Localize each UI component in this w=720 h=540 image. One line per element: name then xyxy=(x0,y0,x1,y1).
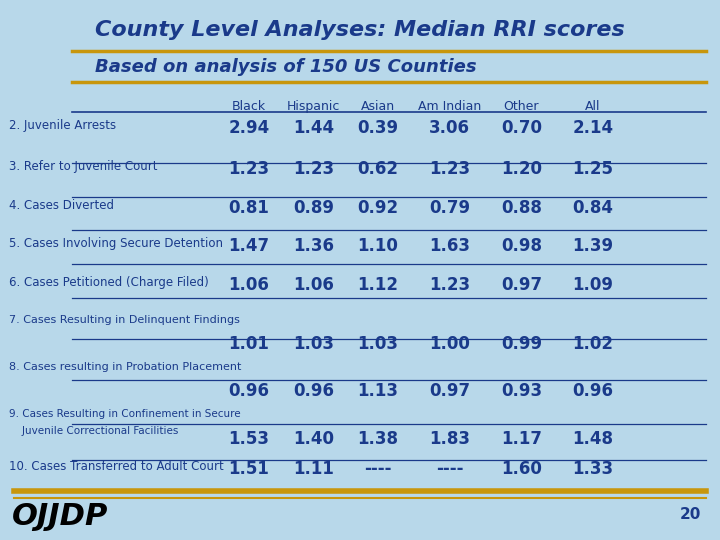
Text: 1.13: 1.13 xyxy=(357,382,398,400)
Text: 1.03: 1.03 xyxy=(293,335,334,353)
Text: 1.33: 1.33 xyxy=(572,460,613,477)
Text: 0.98: 0.98 xyxy=(501,238,542,255)
Text: 0.93: 0.93 xyxy=(501,382,542,400)
Text: 1.83: 1.83 xyxy=(429,430,470,448)
Text: 1.10: 1.10 xyxy=(358,238,398,255)
Text: 9. Cases Resulting in Confinement in Secure: 9. Cases Resulting in Confinement in Sec… xyxy=(9,409,240,419)
Text: 1.53: 1.53 xyxy=(228,430,269,448)
Text: 1.03: 1.03 xyxy=(357,335,398,353)
Text: 1.06: 1.06 xyxy=(228,276,269,294)
Text: Black: Black xyxy=(232,100,266,113)
Text: 1.02: 1.02 xyxy=(572,335,613,353)
Text: 1.39: 1.39 xyxy=(572,238,613,255)
Text: 0.70: 0.70 xyxy=(501,119,542,137)
Text: 0.79: 0.79 xyxy=(429,199,470,217)
Text: 1.23: 1.23 xyxy=(429,160,470,178)
Text: 6. Cases Petitioned (Charge Filed): 6. Cases Petitioned (Charge Filed) xyxy=(9,276,208,289)
Text: 1.23: 1.23 xyxy=(429,276,470,294)
Text: 0.96: 0.96 xyxy=(572,382,613,400)
Text: 0.81: 0.81 xyxy=(228,199,269,217)
Text: 1.51: 1.51 xyxy=(228,460,269,477)
Text: Juvenile Correctional Facilities: Juvenile Correctional Facilities xyxy=(9,426,178,436)
Text: 1.47: 1.47 xyxy=(228,238,269,255)
Text: 2.94: 2.94 xyxy=(228,119,269,137)
Text: 0.99: 0.99 xyxy=(501,335,542,353)
Text: 1.38: 1.38 xyxy=(357,430,398,448)
Text: 2.14: 2.14 xyxy=(572,119,613,137)
Text: 0.89: 0.89 xyxy=(293,199,334,217)
Text: 0.92: 0.92 xyxy=(357,199,398,217)
Text: 1.00: 1.00 xyxy=(429,335,470,353)
Text: ----: ---- xyxy=(364,460,392,477)
Text: 1.48: 1.48 xyxy=(572,430,613,448)
Text: 4. Cases Diverted: 4. Cases Diverted xyxy=(9,199,114,212)
Text: 1.23: 1.23 xyxy=(228,160,269,178)
Text: 1.25: 1.25 xyxy=(572,160,613,178)
Text: 0.39: 0.39 xyxy=(357,119,398,137)
Text: 0.97: 0.97 xyxy=(501,276,542,294)
Text: 7. Cases Resulting in Delinquent Findings: 7. Cases Resulting in Delinquent Finding… xyxy=(9,314,240,325)
Text: 2. Juvenile Arrests: 2. Juvenile Arrests xyxy=(9,119,116,132)
Text: 0.88: 0.88 xyxy=(501,199,542,217)
Text: Other: Other xyxy=(503,100,539,113)
Text: 3. Refer to Juvenile Court: 3. Refer to Juvenile Court xyxy=(9,160,157,173)
Text: 1.01: 1.01 xyxy=(228,335,269,353)
Text: 1.23: 1.23 xyxy=(293,160,334,178)
Text: 1.36: 1.36 xyxy=(293,238,334,255)
Text: Hispanic: Hispanic xyxy=(287,100,340,113)
Text: OJJDP: OJJDP xyxy=(12,502,109,531)
Text: 1.12: 1.12 xyxy=(357,276,398,294)
Text: 0.97: 0.97 xyxy=(429,382,470,400)
Text: 0.84: 0.84 xyxy=(572,199,613,217)
Text: 0.96: 0.96 xyxy=(228,382,269,400)
Text: 0.96: 0.96 xyxy=(293,382,334,400)
Text: 1.11: 1.11 xyxy=(293,460,334,477)
Text: 5. Cases Involving Secure Detention: 5. Cases Involving Secure Detention xyxy=(9,238,222,251)
Text: Asian: Asian xyxy=(361,100,395,113)
Text: 1.40: 1.40 xyxy=(293,430,334,448)
Text: 20: 20 xyxy=(679,507,701,522)
Text: 1.20: 1.20 xyxy=(501,160,542,178)
Text: 10. Cases Transferred to Adult Court: 10. Cases Transferred to Adult Court xyxy=(9,460,223,472)
Text: 1.44: 1.44 xyxy=(293,119,334,137)
Text: Based on analysis of 150 US Counties: Based on analysis of 150 US Counties xyxy=(94,58,476,76)
Text: 1.17: 1.17 xyxy=(501,430,542,448)
Text: All: All xyxy=(585,100,601,113)
Text: 0.62: 0.62 xyxy=(357,160,398,178)
Text: County Level Analyses: Median RRI scores: County Level Analyses: Median RRI scores xyxy=(95,20,625,40)
Text: 1.06: 1.06 xyxy=(293,276,334,294)
Text: 1.60: 1.60 xyxy=(501,460,542,477)
Text: 3.06: 3.06 xyxy=(429,119,470,137)
Text: Am Indian: Am Indian xyxy=(418,100,481,113)
Text: 1.63: 1.63 xyxy=(429,238,470,255)
Text: 1.09: 1.09 xyxy=(572,276,613,294)
Text: ----: ---- xyxy=(436,460,464,477)
Text: 8. Cases resulting in Probation Placement: 8. Cases resulting in Probation Placemen… xyxy=(9,362,241,372)
